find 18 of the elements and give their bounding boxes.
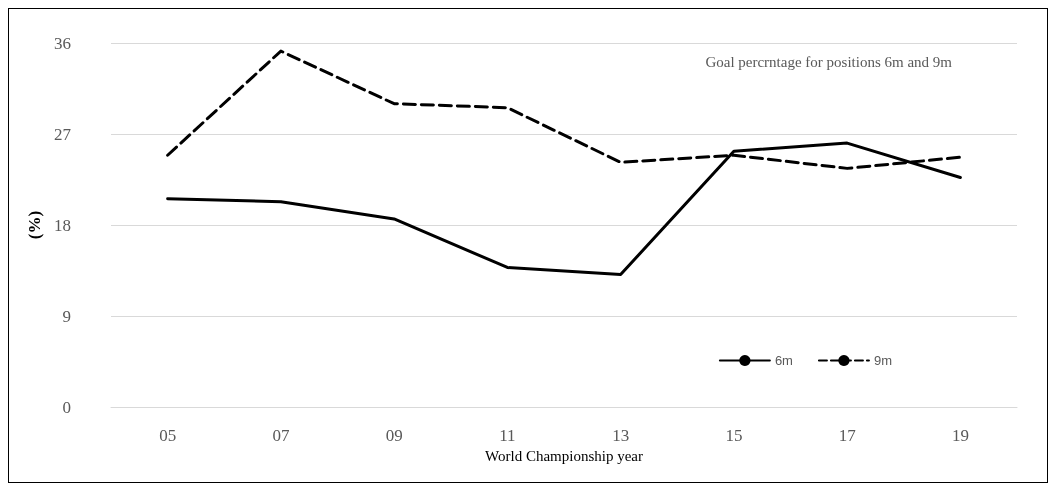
legend-label: 9m <box>873 353 892 368</box>
x-axis-title: World Championship year <box>485 448 643 465</box>
x-tick-label: 05 <box>159 426 177 445</box>
y-tick-label: 36 <box>54 33 71 53</box>
x-tick-label: 07 <box>272 426 290 445</box>
y-tick-label: 0 <box>62 397 71 417</box>
x-tick-label: 17 <box>838 426 857 445</box>
legend-label: 6m <box>774 353 793 368</box>
x-tick-label: 11 <box>499 426 516 445</box>
x-tick-label: 09 <box>385 426 403 445</box>
y-axis-title: (%) <box>25 210 45 240</box>
x-tick-label: 19 <box>951 426 969 445</box>
text: Goal percrntage for positions 6m and 9m <box>705 53 953 70</box>
y-tick-label: 27 <box>54 124 72 144</box>
y-tick-label: 18 <box>54 215 71 235</box>
x-tick-label: 13 <box>612 426 630 445</box>
y-tick-label: 9 <box>62 306 71 326</box>
x-tick-label: 15 <box>725 426 743 445</box>
